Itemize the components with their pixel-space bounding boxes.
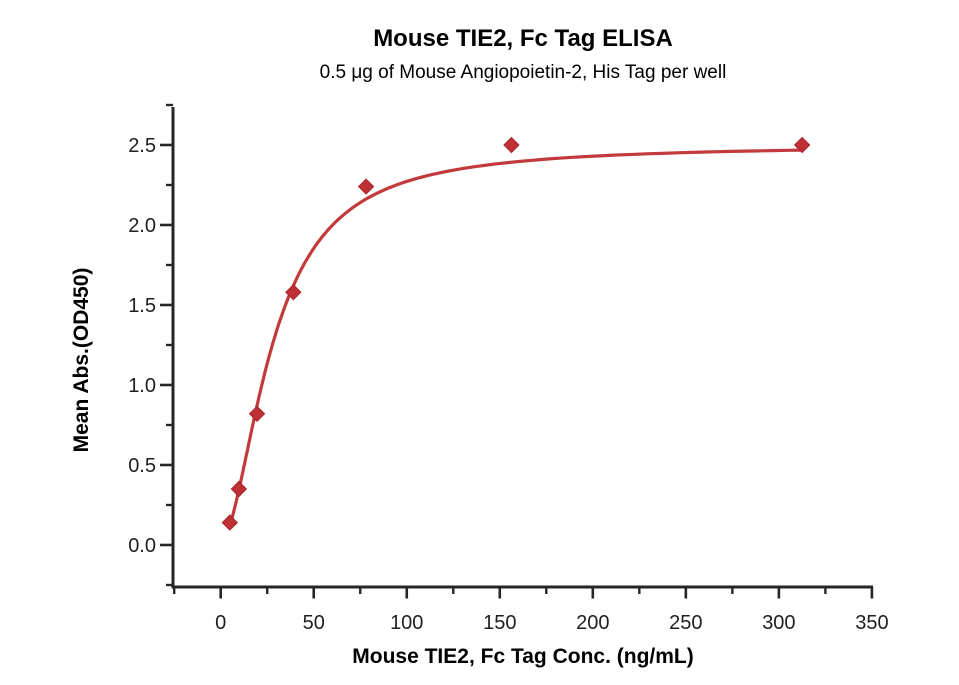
data-point-diamond bbox=[357, 178, 375, 195]
x-tick-label: 250 bbox=[669, 612, 702, 634]
data-point-diamond bbox=[221, 514, 238, 531]
data-point-diamond bbox=[230, 480, 248, 498]
data-point-diamond bbox=[503, 136, 520, 154]
chart-subtitle: 0.5 μg of Mouse Angiopoietin-2, His Tag … bbox=[320, 62, 727, 83]
x-tick-label: 50 bbox=[303, 612, 325, 634]
data-point-diamond bbox=[248, 405, 266, 423]
chart-title: Mouse TIE2, Fc Tag ELISA bbox=[373, 25, 673, 52]
x-tick-label: 100 bbox=[390, 612, 423, 634]
y-tick-label: 1.0 bbox=[128, 375, 156, 397]
x-tick-label: 300 bbox=[762, 612, 795, 634]
data-point-diamond bbox=[793, 136, 811, 154]
axes bbox=[171, 107, 873, 589]
x-tick-label: 0 bbox=[215, 612, 226, 634]
y-tick-label: 2.5 bbox=[128, 135, 156, 157]
y-tick-label: 0.5 bbox=[128, 455, 156, 477]
y-tick-label: 0.0 bbox=[128, 535, 156, 557]
fit-curve bbox=[228, 148, 804, 527]
y-tick-label: 2.0 bbox=[128, 215, 156, 237]
x-tick-label: 150 bbox=[483, 612, 516, 634]
x-tick-label: 200 bbox=[576, 612, 609, 634]
y-tick-label: 1.5 bbox=[128, 295, 156, 317]
data-point-diamond bbox=[285, 283, 302, 301]
x-tick-label: 350 bbox=[855, 612, 888, 634]
y-axis-label: Mean Abs.(OD450) bbox=[70, 268, 93, 453]
plot-layer: 0 50 100 150 200 250 300 350 0.0 0.5 1.0 1.5 2.0 2.5 bbox=[128, 103, 889, 634]
x-axis-label: Mouse TIE2, Fc Tag Conc. (ng/mL) bbox=[352, 645, 693, 668]
